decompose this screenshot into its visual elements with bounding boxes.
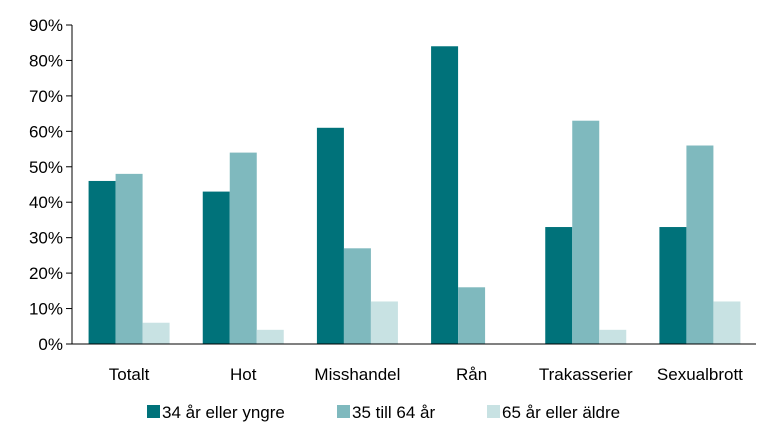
bar <box>545 227 573 344</box>
bar <box>142 322 170 344</box>
bar <box>316 127 344 345</box>
legend-swatch <box>487 405 500 418</box>
bar <box>256 329 284 344</box>
bars <box>88 46 741 345</box>
bar <box>713 301 741 344</box>
y-tick-label: 70% <box>29 87 63 106</box>
bar <box>458 287 486 344</box>
y-tick-label: 20% <box>29 264 63 283</box>
bar <box>599 329 627 344</box>
x-tick-label: Sexualbrott <box>657 365 743 384</box>
bar <box>572 120 600 344</box>
bar <box>343 248 371 344</box>
y-tick-label: 50% <box>29 158 63 177</box>
bar <box>88 180 116 344</box>
bar <box>686 145 714 344</box>
bar <box>370 301 398 344</box>
legend: 34 år eller yngre 35 till 64 år 65 år elle… <box>147 403 620 422</box>
bar <box>659 227 687 344</box>
y-tick-label: 60% <box>29 122 63 141</box>
bar <box>202 191 230 344</box>
x-tick-label: Rån <box>456 365 487 384</box>
y-tick-label: 0% <box>38 335 63 354</box>
legend-label: 65 år eller äldre <box>502 403 620 422</box>
y-tick-label: 40% <box>29 193 63 212</box>
y-tick-label: 80% <box>29 51 63 70</box>
legend-swatch <box>337 405 350 418</box>
bar <box>229 152 257 344</box>
y-axis: 0% 10% 20% 30% 40% 50% 60% 70% 80% 90% <box>29 16 73 354</box>
x-tick-label: Trakasserier <box>539 365 633 384</box>
legend-label: 34 år eller yngre <box>162 403 285 422</box>
y-tick-label: 10% <box>29 300 63 319</box>
legend-label: 35 till 64 år <box>352 403 435 422</box>
bar <box>115 173 143 344</box>
y-tick-label: 90% <box>29 16 63 35</box>
bar <box>431 46 459 345</box>
x-tick-label: Hot <box>230 365 257 384</box>
x-tick-label: Totalt <box>109 365 150 384</box>
x-axis: Totalt Hot Misshandel Rån Trakasserier Sexual… <box>72 343 756 384</box>
legend-swatch <box>147 405 160 418</box>
x-tick-label: Misshandel <box>314 365 400 384</box>
y-tick-label: 30% <box>29 229 63 248</box>
